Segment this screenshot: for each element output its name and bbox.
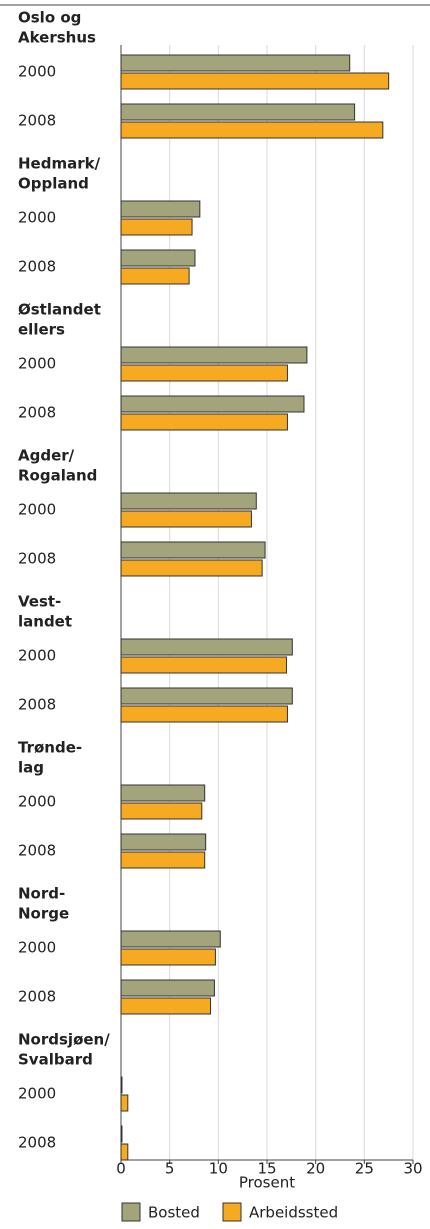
y-tick-label: 2008 — [18, 988, 56, 1006]
bar — [120, 656, 287, 674]
x-tick-label: 30 — [403, 1160, 422, 1178]
group-label: Norge — [18, 905, 69, 923]
bar — [120, 948, 216, 966]
bar — [120, 267, 190, 285]
group-label: Agder/ — [18, 447, 75, 465]
y-tick-label: 2008 — [18, 696, 56, 714]
bar — [120, 395, 305, 413]
bar — [120, 979, 215, 997]
y-tick-label: 2000 — [18, 501, 56, 519]
x-tick-label: 10 — [209, 1160, 228, 1178]
bar — [120, 997, 212, 1015]
bar — [120, 200, 201, 218]
y-tick-label: 2000 — [18, 939, 56, 957]
y-tick-label: 2008 — [18, 1134, 56, 1152]
bar — [120, 802, 203, 820]
legend-label: Arbeidssted — [249, 1204, 338, 1222]
group-label: Trønde- — [18, 739, 82, 757]
y-tick-label: 2008 — [18, 258, 56, 276]
bar — [120, 54, 351, 72]
bar — [120, 249, 196, 267]
group-label: Østlandet — [18, 301, 101, 319]
y-tick-label: 2000 — [18, 647, 56, 665]
y-tick-label: 2008 — [18, 842, 56, 860]
bar — [120, 784, 206, 802]
y-tick-label: 2000 — [18, 1085, 56, 1103]
y-tick-label: 2000 — [18, 355, 56, 373]
group-label: Svalbard — [18, 1051, 93, 1069]
group-label: Nord- — [18, 885, 65, 903]
y-tick-label: 2008 — [18, 404, 56, 422]
x-tick-label: 20 — [306, 1160, 325, 1178]
bar — [120, 705, 288, 723]
x-tick-label: 15 — [257, 1160, 276, 1178]
x-axis-label: Prosent — [239, 1174, 295, 1192]
bar — [120, 72, 390, 90]
legend-swatch — [222, 1202, 242, 1222]
group-label: Vest- — [18, 593, 61, 611]
legend-label: Bosted — [148, 1204, 200, 1222]
group-label: Rogaland — [18, 467, 97, 485]
y-tick-label: 2008 — [18, 112, 56, 130]
bar — [120, 851, 206, 869]
bar — [120, 364, 288, 382]
bar — [120, 833, 207, 851]
bar — [120, 413, 288, 431]
y-tick-label: 2000 — [18, 793, 56, 811]
bar — [120, 103, 356, 121]
group-label: Oppland — [18, 175, 89, 193]
bar — [120, 559, 263, 577]
bar — [120, 1125, 123, 1143]
bar — [120, 1143, 129, 1161]
bar — [120, 346, 308, 364]
y-tick-label: 2000 — [18, 63, 56, 81]
y-tick-label: 2008 — [18, 550, 56, 568]
bar — [120, 1076, 123, 1094]
x-tick-label: 5 — [165, 1160, 175, 1178]
bar — [120, 638, 293, 656]
legend-swatch — [121, 1202, 141, 1222]
bar — [120, 492, 257, 510]
bar — [120, 687, 293, 705]
bar — [120, 541, 266, 559]
group-label: lag — [18, 759, 44, 777]
y-tick-label: 2000 — [18, 209, 56, 227]
group-label: Nordsjøen/ — [18, 1031, 110, 1049]
group-label: Hedmark/ — [18, 155, 101, 173]
group-label: landet — [18, 613, 72, 631]
group-label: Akershus — [18, 29, 96, 47]
bar — [120, 121, 384, 139]
group-label: ellers — [18, 321, 65, 339]
bar — [120, 510, 252, 528]
x-tick-label: 0 — [116, 1160, 126, 1178]
bar — [120, 1094, 129, 1112]
bar — [120, 930, 221, 948]
group-label: Oslo og — [18, 9, 81, 27]
x-tick-label: 25 — [355, 1160, 374, 1178]
bar — [120, 218, 193, 236]
